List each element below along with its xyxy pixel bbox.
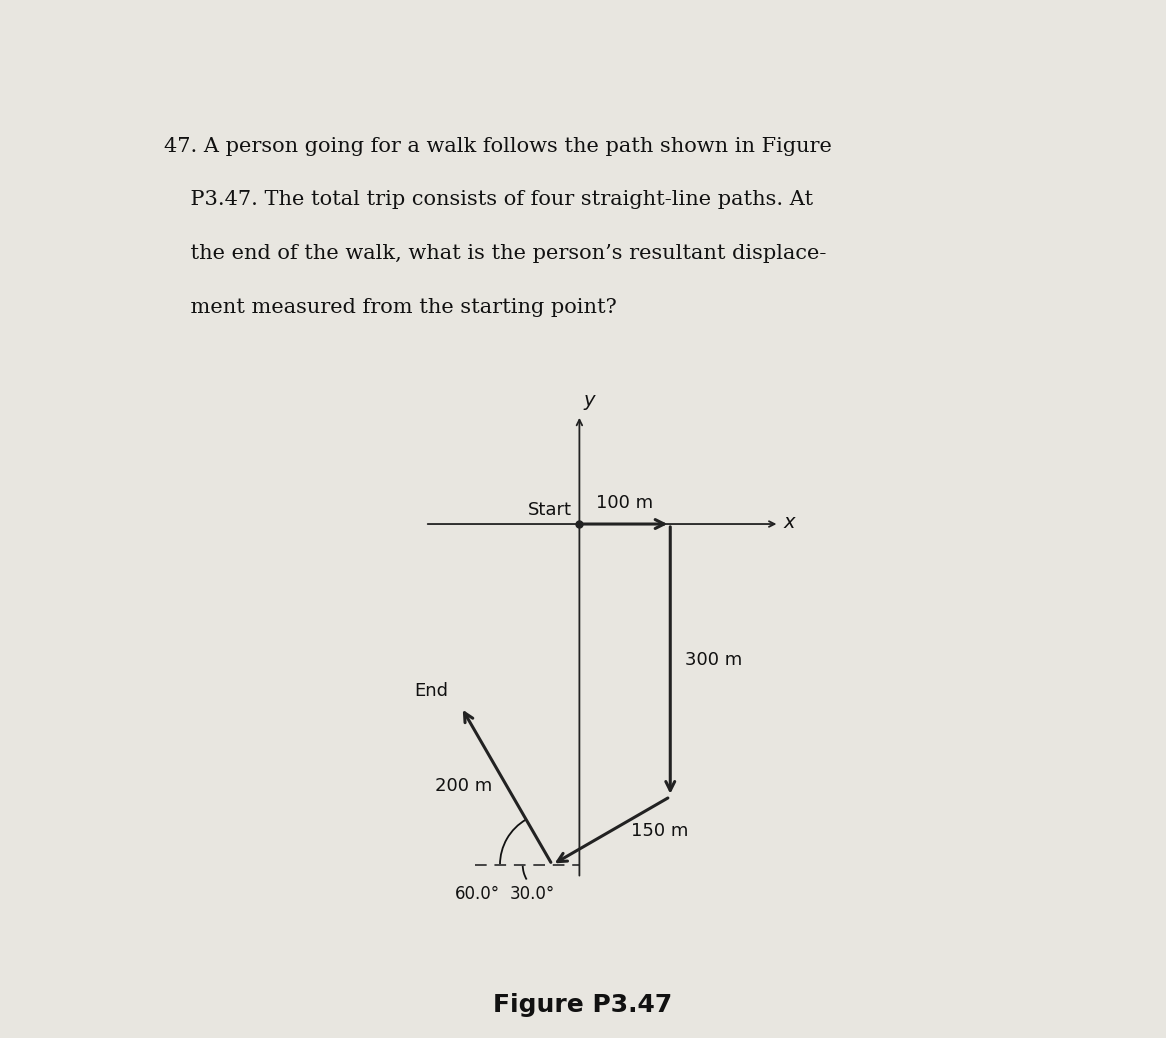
Text: 47. A person going for a walk follows the path shown in Figure: 47. A person going for a walk follows th… [163,137,831,156]
Text: 300 m: 300 m [684,651,742,670]
Text: x: x [784,513,795,531]
Text: 100 m: 100 m [596,494,653,512]
Text: y: y [583,391,595,410]
Text: ment measured from the starting point?: ment measured from the starting point? [163,298,617,317]
Text: 200 m: 200 m [435,777,492,795]
Text: Figure P3.47: Figure P3.47 [493,993,673,1017]
Text: P3.47. The total trip consists of four straight-line paths. At: P3.47. The total trip consists of four s… [163,190,813,210]
Text: 150 m: 150 m [631,822,689,840]
Text: End: End [415,682,449,700]
Text: Start: Start [528,500,573,519]
Text: 30.0°: 30.0° [510,884,555,903]
Text: 60.0°: 60.0° [455,884,500,903]
Text: the end of the walk, what is the person’s resultant displace-: the end of the walk, what is the person’… [163,244,827,263]
